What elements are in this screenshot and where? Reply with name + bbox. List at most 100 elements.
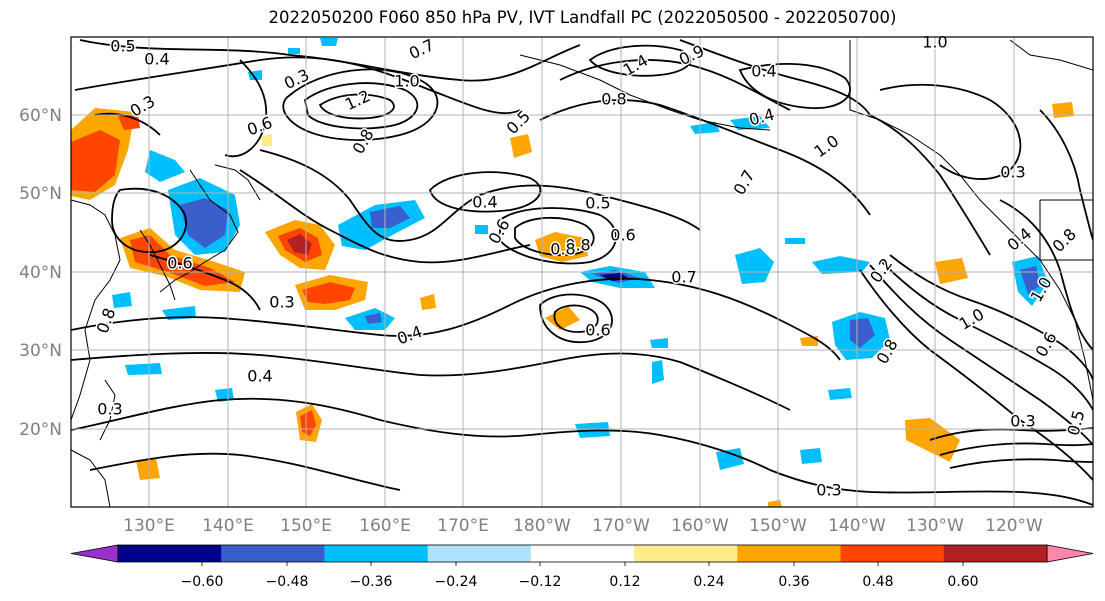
- contour-line: [259, 149, 701, 242]
- contour-line: [1039, 109, 1093, 241]
- colorbar-bin: [634, 545, 738, 562]
- contour-line: [539, 99, 871, 216]
- colorbar-bin: [943, 545, 1048, 562]
- contour-label: 0.4: [247, 367, 272, 386]
- contour-label: 0.7: [671, 268, 696, 287]
- colorbar-tick-label: 0.36: [778, 574, 809, 590]
- negative-anomaly-patch: [320, 38, 338, 46]
- colorbar-tick-label: −0.60: [181, 574, 224, 590]
- negative-anomaly-patch: [650, 338, 668, 348]
- colorbar-tick-label: 0.24: [693, 574, 724, 590]
- asia-coastline: [71, 199, 121, 421]
- lat-label: 40°N: [19, 263, 62, 283]
- contour-line: [539, 293, 613, 343]
- negative-anomaly-patch: [800, 448, 822, 464]
- lon-label: 140°E: [202, 516, 254, 536]
- contour-line: [879, 83, 1022, 180]
- lon-label: 170°E: [437, 516, 489, 536]
- contour-line: [929, 427, 1093, 441]
- colorbar-tick-label: 0.12: [609, 574, 640, 590]
- contour-label: 0.5: [110, 37, 135, 56]
- lon-label: 150°E: [280, 516, 332, 536]
- contour-line: [94, 112, 161, 136]
- negative-anomaly-patch: [690, 122, 720, 134]
- contour-label: 0.4: [144, 50, 169, 69]
- graticule: [71, 37, 1093, 507]
- contour-label: 0.8: [550, 240, 575, 259]
- contour-line: [71, 277, 841, 361]
- contour-label: 0.8: [601, 90, 626, 109]
- contour-line: [239, 169, 531, 264]
- positive-anomaly-patch: [71, 130, 120, 192]
- contour-label: 0.6: [610, 226, 635, 245]
- contour-line: [588, 44, 692, 77]
- pv-contours: [71, 39, 1093, 506]
- colorbar-outline: [117, 544, 1048, 563]
- negative-anomaly-patch: [652, 360, 664, 384]
- contour-line: [318, 93, 395, 120]
- contour-line: [889, 254, 1093, 381]
- lon-label: 120°W: [985, 516, 1043, 536]
- colorbar-bin: [118, 545, 222, 562]
- contour-label: 1.0: [922, 33, 947, 52]
- contour-line: [149, 254, 261, 311]
- colorbar-tick-label: −0.12: [519, 574, 562, 590]
- contour-label: 0.3: [269, 293, 294, 312]
- colorbar-tick-label: −0.36: [350, 574, 393, 590]
- contour-label: 0.3: [1000, 163, 1025, 182]
- colorbar-tick-label: −0.24: [435, 574, 478, 590]
- contour-label: 0.3: [1010, 412, 1035, 431]
- colorbar-bin: [221, 545, 325, 562]
- latitude-labels: 60°N 50°N 40°N 30°N 20°N: [19, 106, 62, 440]
- contour-line: [949, 458, 1093, 469]
- negative-anomaly-patch: [716, 448, 744, 470]
- contour-line: [879, 259, 1093, 411]
- negative-anomaly-patch: [125, 363, 162, 375]
- contour-label: 0.6: [167, 254, 192, 273]
- positive-anomaly-patch: [510, 134, 532, 158]
- contour-line: [553, 304, 599, 333]
- colorbar: −0.60 −0.48 −0.36 −0.24 −0.12 0.12 0.24 0.36 0.4…: [70, 544, 1094, 590]
- contour-line: [71, 397, 1093, 506]
- contour-line: [71, 352, 791, 411]
- contour-line: [999, 199, 1093, 351]
- positive-anomaly-patch: [420, 294, 436, 310]
- contour-line: [939, 442, 1093, 456]
- negative-anomaly-patch: [180, 198, 228, 248]
- negative-anomaly-patch: [785, 238, 805, 244]
- alaska-coastline: [1009, 39, 1093, 71]
- positive-anomaly-patch: [545, 306, 580, 330]
- lon-label: 160°W: [671, 516, 729, 536]
- contour-line: [869, 264, 1093, 446]
- contour-label: 0.4: [751, 62, 776, 81]
- contour-line: [304, 82, 419, 130]
- negative-anomaly-patch: [812, 256, 870, 274]
- lat-label: 20°N: [19, 420, 62, 440]
- contour-label: 0.4: [472, 193, 497, 212]
- lat-label: 30°N: [19, 341, 62, 361]
- contour-label: 0.6: [585, 321, 610, 340]
- contour-line: [869, 114, 991, 256]
- longitude-labels: 130°E 140°E 150°E 160°E 170°E 180°W 170°W 160°W…: [123, 516, 1043, 536]
- colorbar-bin: [324, 545, 429, 562]
- negative-anomaly-patch: [370, 206, 410, 228]
- negative-anomaly-patch: [365, 313, 382, 324]
- contour-line: [514, 216, 595, 256]
- sakhalin-coastline: [214, 164, 261, 201]
- contour-label: 0.5: [585, 194, 610, 213]
- colorbar-tick-label: 0.60: [947, 574, 978, 590]
- philippines-coastline: [71, 449, 111, 507]
- negative-anomaly-patch: [1020, 266, 1040, 294]
- contour-line: [859, 269, 1093, 481]
- negative-anomaly-patch: [288, 48, 300, 54]
- contour-label: 1.0: [394, 72, 419, 91]
- contour-line: [499, 207, 617, 265]
- contour-line: [74, 56, 521, 115]
- korea-coastline: [139, 229, 176, 301]
- colorbar-extend-low: [70, 544, 119, 563]
- contour-line: [679, 39, 871, 116]
- plot-frame: [70, 36, 1094, 508]
- positive-anomaly-patch: [1052, 102, 1074, 118]
- negative-anomaly-patch: [828, 388, 852, 400]
